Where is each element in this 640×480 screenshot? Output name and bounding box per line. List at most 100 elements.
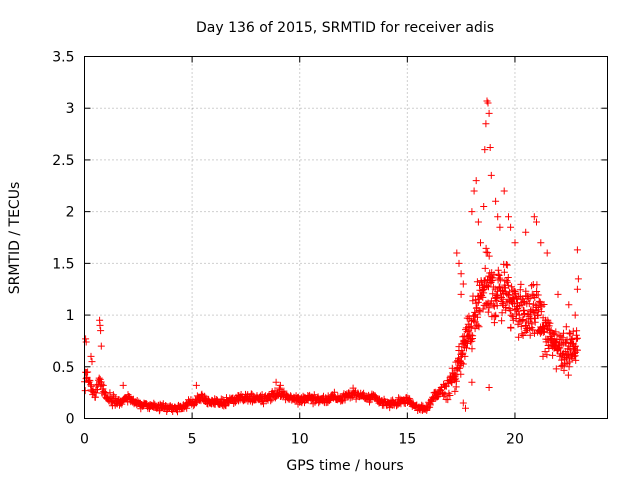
data-point <box>472 177 480 185</box>
data-point <box>99 381 107 389</box>
data-point <box>496 283 504 291</box>
data-point <box>272 378 280 386</box>
data-point <box>526 294 534 302</box>
plot-frame <box>84 56 608 419</box>
data-point <box>498 317 506 325</box>
grid-lines <box>84 56 608 419</box>
data-point <box>500 187 508 195</box>
data-point <box>517 322 525 330</box>
data-point <box>474 218 482 226</box>
data-point <box>490 319 498 327</box>
data-point <box>515 292 523 300</box>
data-point <box>507 223 515 231</box>
data-point <box>544 318 552 326</box>
data-point <box>475 323 483 331</box>
data-point <box>515 311 523 319</box>
data-point <box>528 282 536 290</box>
data-point <box>471 318 479 326</box>
data-point <box>84 368 92 376</box>
data-point <box>87 352 95 360</box>
data-point <box>573 246 581 254</box>
data-point <box>468 345 476 353</box>
y-tick-label: 1.5 <box>52 256 74 272</box>
data-point <box>483 282 491 290</box>
x-tick-label: 15 <box>398 432 416 448</box>
data-point <box>494 213 502 221</box>
data-point <box>552 365 560 373</box>
data-point <box>485 272 493 280</box>
data-point <box>492 311 500 319</box>
data-point <box>446 392 454 399</box>
data-point <box>506 307 514 315</box>
data-point <box>504 281 512 289</box>
data-point <box>450 372 458 380</box>
data-point <box>543 351 551 359</box>
data-point <box>88 358 96 366</box>
x-tick-label: 10 <box>291 432 309 448</box>
data-point <box>248 390 256 398</box>
data-point <box>559 334 567 342</box>
data-point <box>484 249 492 257</box>
y-tick-label: 2.5 <box>52 153 74 169</box>
data-point <box>534 291 542 299</box>
data-point <box>459 360 467 368</box>
data-point <box>465 327 473 335</box>
data-point <box>564 371 572 379</box>
y-tick-label: 0 <box>66 412 75 428</box>
data-point <box>493 302 501 310</box>
data-point <box>82 335 90 343</box>
y-tick-label: 3 <box>66 101 75 117</box>
data-point <box>484 308 492 316</box>
y-tick-label: 2 <box>66 205 75 221</box>
data-point <box>469 335 476 342</box>
data-points <box>81 97 582 416</box>
data-point <box>346 394 354 402</box>
data-point <box>539 352 547 360</box>
data-point <box>481 146 489 154</box>
data-point <box>503 277 511 285</box>
data-point <box>504 278 511 286</box>
data-point <box>92 389 100 397</box>
x-axis-label: GPS time / hours <box>286 458 403 474</box>
data-point <box>504 274 512 281</box>
data-point <box>260 400 267 408</box>
data-point <box>456 364 464 372</box>
data-point <box>558 356 566 364</box>
data-point <box>489 274 497 282</box>
data-point <box>477 239 484 247</box>
data-point <box>462 404 469 412</box>
data-point <box>518 330 526 338</box>
data-point <box>276 381 284 389</box>
data-point <box>525 300 533 308</box>
data-point <box>574 275 582 283</box>
data-point <box>480 285 488 293</box>
data-point <box>492 197 500 205</box>
x-tick-label: 5 <box>188 432 197 448</box>
data-point <box>524 319 532 327</box>
axis-ticks: 0 5 10 15 20 0 0.5 1 1.5 2 2.5 3 3.5 <box>52 50 608 448</box>
data-point <box>97 342 105 350</box>
data-point <box>485 252 493 260</box>
data-point <box>508 283 516 291</box>
data-point <box>119 381 127 389</box>
data-point <box>220 400 228 408</box>
data-point <box>498 294 505 301</box>
data-point <box>459 399 467 407</box>
data-point <box>574 334 581 342</box>
data-point <box>87 382 95 390</box>
data-point <box>505 213 512 221</box>
data-point <box>565 301 573 309</box>
data-point <box>534 312 542 320</box>
data-point <box>280 387 288 395</box>
data-point <box>496 276 504 284</box>
data-point <box>571 342 579 350</box>
data-point <box>479 305 487 313</box>
data-point <box>97 327 105 335</box>
data-point <box>558 341 566 349</box>
data-point <box>521 309 528 317</box>
data-point <box>543 249 551 257</box>
data-point <box>507 311 515 319</box>
data-point <box>533 281 541 289</box>
data-point <box>572 356 580 364</box>
x-tick-label: 20 <box>506 432 524 448</box>
